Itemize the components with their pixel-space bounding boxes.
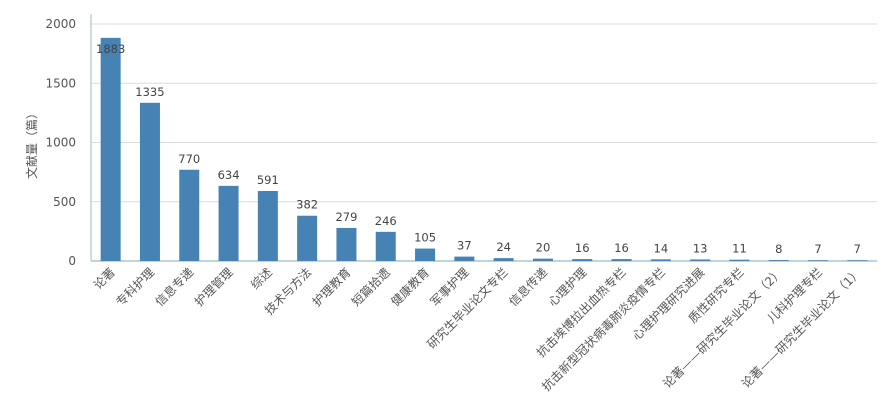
bar	[297, 215, 318, 261]
data-label: 8	[775, 242, 782, 256]
data-label: 16	[614, 241, 629, 255]
bar	[493, 258, 514, 261]
bar	[139, 102, 160, 262]
data-label: 24	[496, 240, 511, 254]
bar	[454, 256, 475, 261]
category-label: 综述	[248, 265, 275, 292]
bar	[257, 190, 278, 261]
bar	[100, 37, 121, 261]
bar	[218, 185, 239, 261]
gridlines	[91, 23, 877, 203]
bar	[729, 259, 750, 261]
bar	[768, 260, 789, 261]
data-label: 7	[854, 242, 861, 256]
y-axis-ticks: 0 500 1000 1500 2000	[45, 17, 76, 268]
data-label: 1883	[96, 42, 125, 56]
bar	[532, 258, 553, 261]
bar	[375, 231, 396, 261]
bar	[179, 169, 200, 261]
category-label: 论著	[91, 265, 118, 292]
data-label: 591	[257, 173, 279, 187]
bar	[847, 260, 868, 261]
data-label: 37	[457, 239, 472, 253]
data-label: 13	[693, 241, 708, 255]
data-label: 105	[414, 231, 436, 245]
category-label: 信息传递	[506, 265, 551, 310]
y-axis-title: 文献量（篇）	[24, 107, 39, 179]
data-label: 16	[575, 241, 590, 255]
data-labels: 1883 1335 770 634 591 382 279 246 105 37 24 20 16 16 1…	[96, 42, 861, 256]
y-tick-label: 1000	[45, 136, 76, 150]
y-tick-label: 2000	[45, 17, 76, 31]
bar	[611, 259, 632, 261]
y-tick-label: 500	[53, 195, 76, 209]
y-tick-label: 0	[68, 254, 76, 268]
data-label: 14	[654, 241, 669, 255]
data-label: 1335	[135, 85, 164, 99]
category-label: 心理护理研究进展	[629, 265, 707, 343]
data-label: 7	[814, 242, 821, 256]
data-label: 20	[536, 241, 551, 255]
bar	[336, 227, 357, 261]
data-label: 634	[218, 168, 240, 182]
data-label: 11	[732, 242, 747, 256]
category-label: 健康教育	[388, 265, 433, 310]
data-label: 279	[335, 210, 357, 224]
bar	[415, 248, 436, 261]
bar	[808, 260, 829, 261]
data-label: 246	[375, 214, 397, 228]
category-label: 信息专递	[152, 265, 197, 310]
bar	[690, 259, 711, 261]
data-label: 770	[178, 152, 200, 166]
bar	[650, 259, 671, 261]
category-label: 专科护理	[113, 265, 158, 310]
bars	[100, 37, 868, 262]
category-label: 护理教育	[309, 265, 354, 310]
bar	[572, 259, 593, 261]
y-tick-label: 1500	[45, 76, 76, 90]
data-label: 382	[296, 198, 318, 212]
category-label: 短篇拾遗	[348, 265, 393, 310]
category-label: 护理管理	[191, 265, 236, 310]
